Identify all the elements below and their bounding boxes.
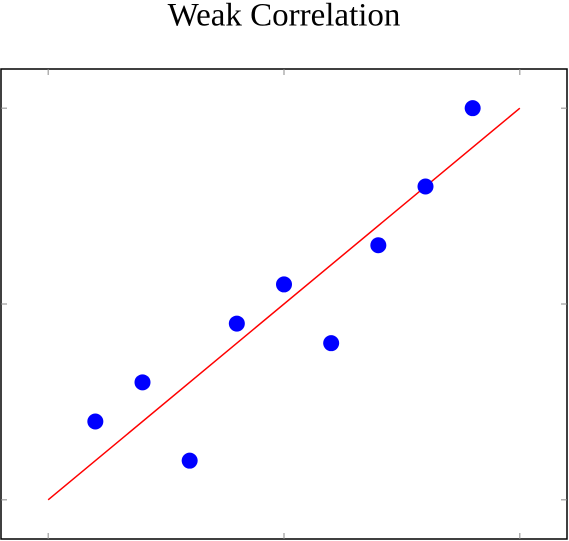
point	[370, 237, 387, 254]
point	[417, 178, 434, 195]
point	[87, 413, 104, 430]
fit-line	[47, 107, 521, 501]
point	[276, 276, 292, 293]
point	[228, 315, 245, 332]
point	[323, 335, 340, 352]
point	[464, 100, 481, 117]
chart-title: Weak Correlation	[168, 0, 401, 34]
point	[134, 374, 151, 391]
point	[181, 452, 198, 469]
